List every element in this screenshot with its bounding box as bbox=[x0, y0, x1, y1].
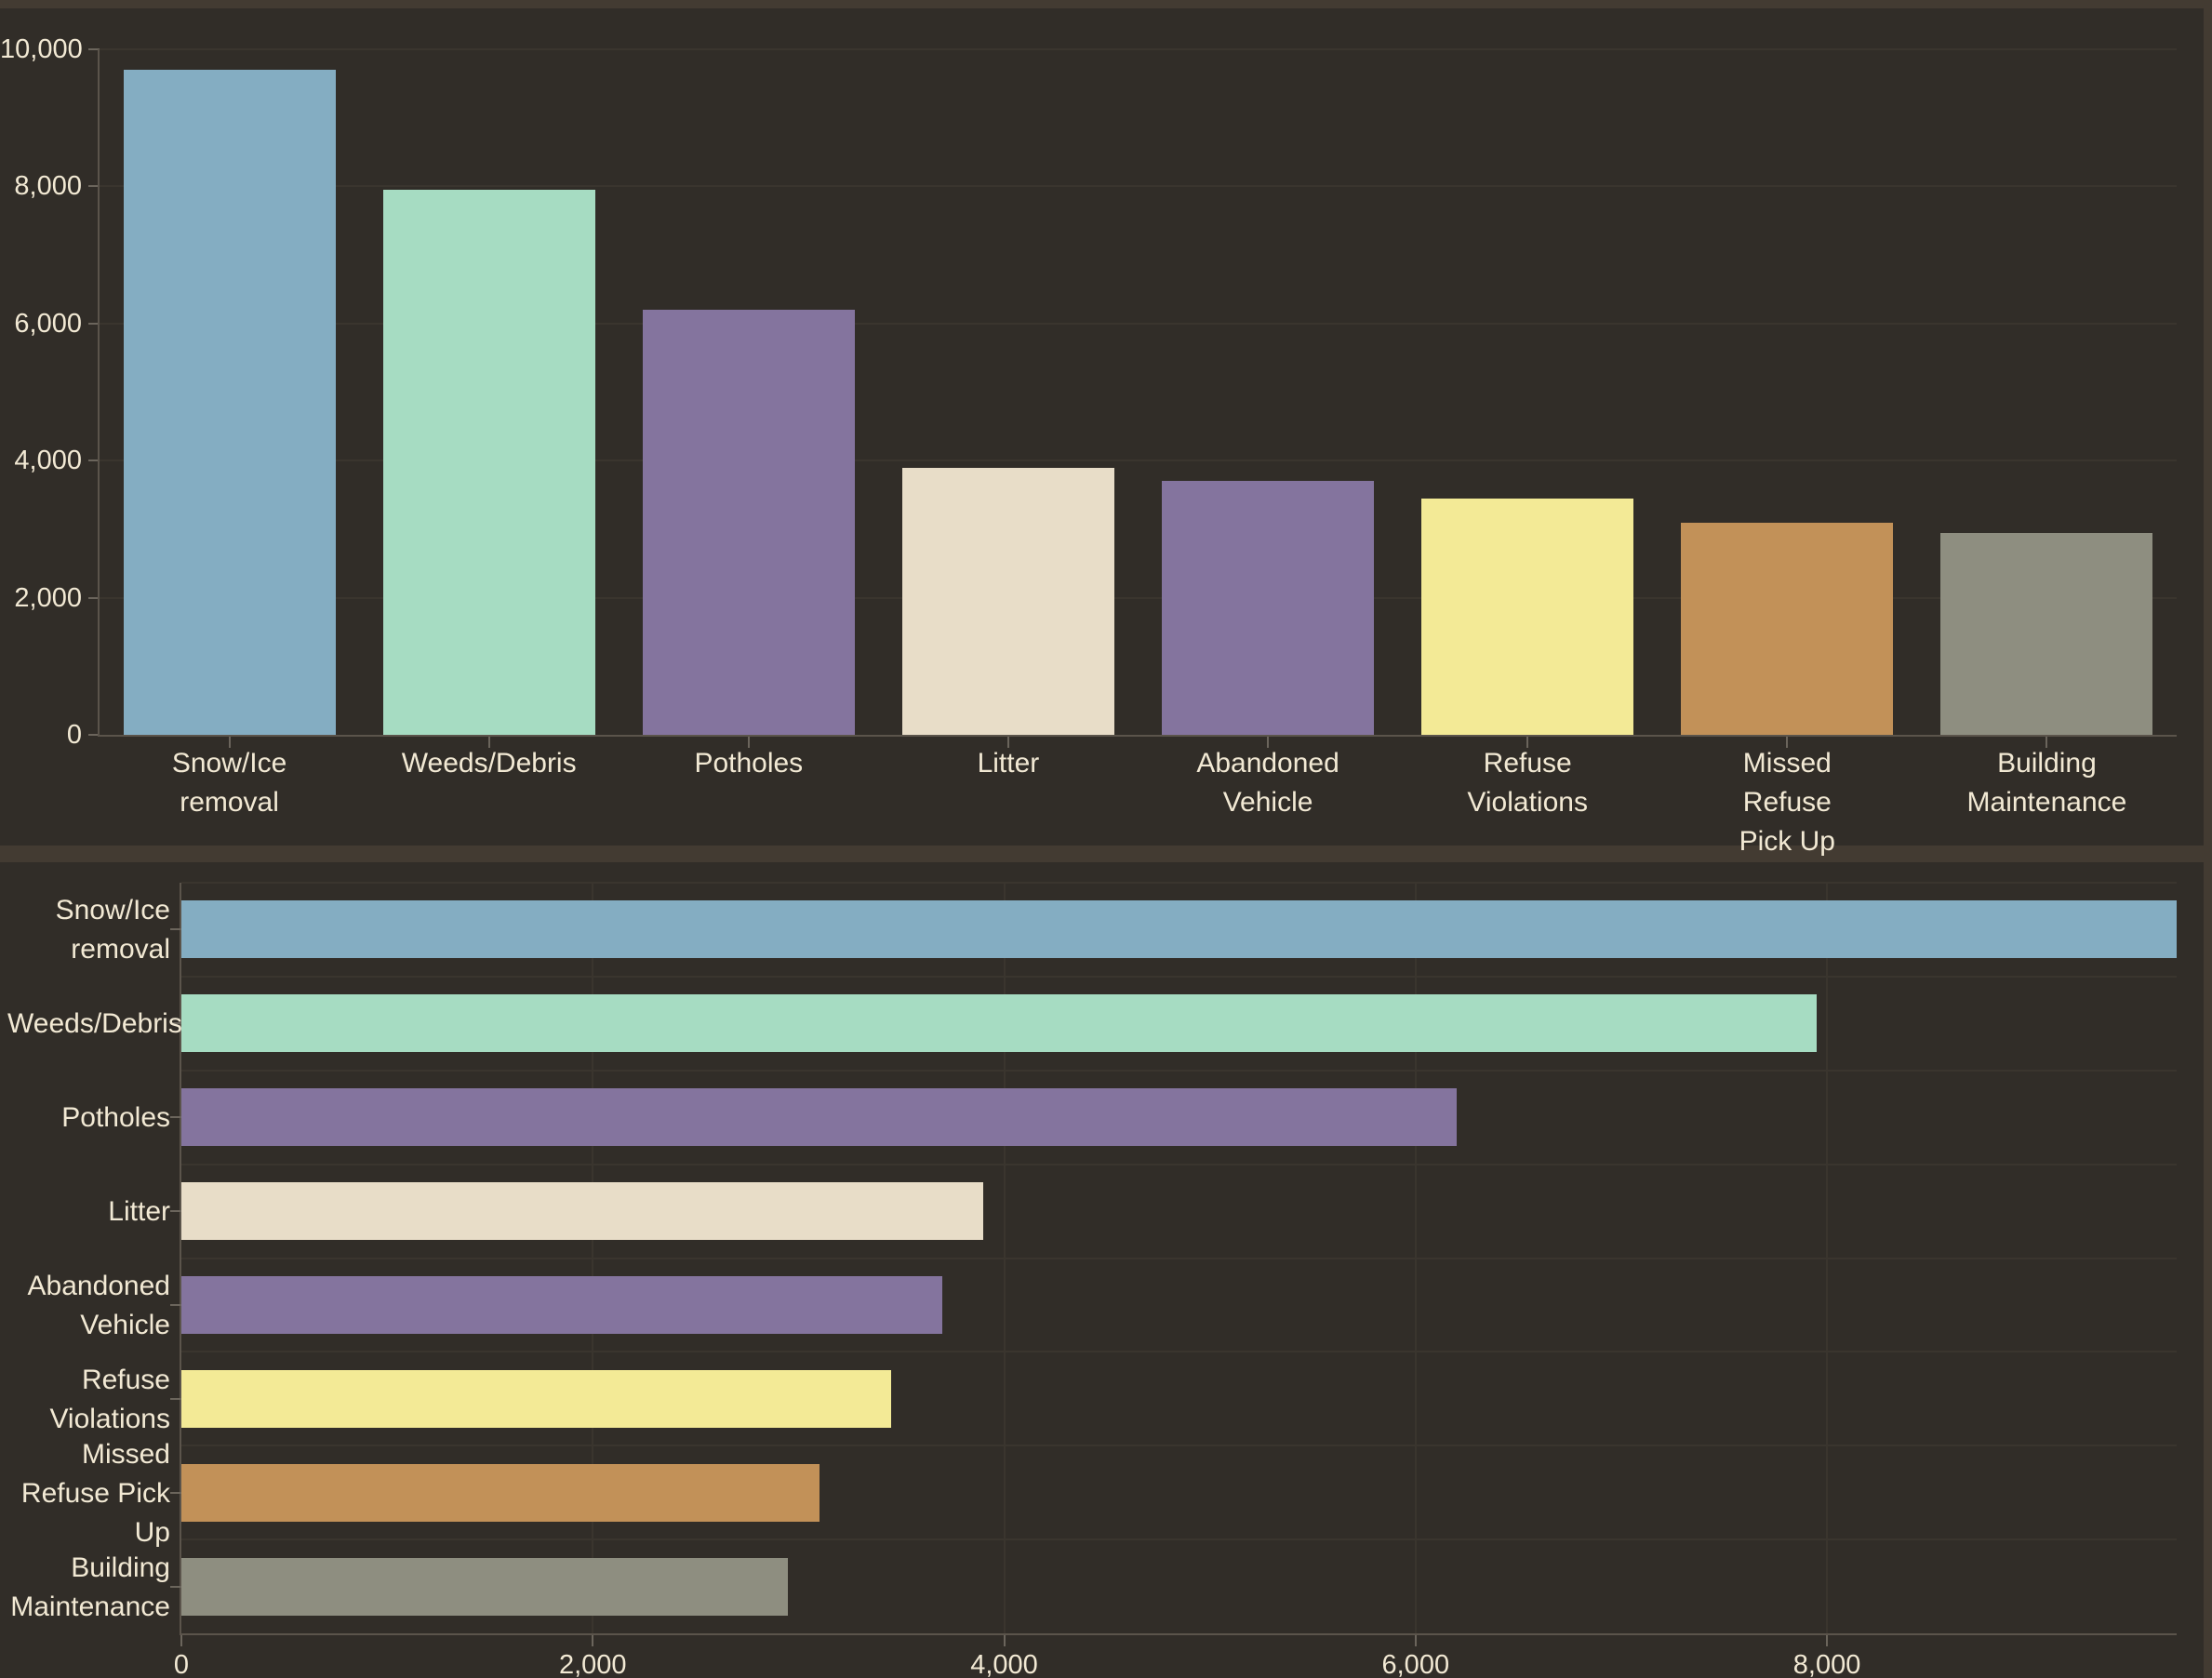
category-label-snow-ice-removal: Snow/Ice removal bbox=[171, 748, 287, 818]
x-category-tick-refuse-violations bbox=[1526, 737, 1529, 748]
bar-chart-y-axis-line bbox=[180, 883, 181, 1635]
y-tick-label-2-000: 2,000 bbox=[14, 582, 82, 613]
x-axis-tick-8-000 bbox=[1826, 1635, 1829, 1646]
category-label-weeds-debris: Weeds/Debris bbox=[401, 748, 577, 779]
row-bar-snow-ice-removal[interactable] bbox=[181, 900, 2177, 959]
gridline-v-4-000 bbox=[1003, 883, 1006, 1633]
category-label-potholes: Potholes bbox=[61, 1102, 170, 1134]
x-category-tick-potholes bbox=[747, 737, 750, 748]
row-gridline-3 bbox=[181, 1163, 2177, 1165]
panel-divider bbox=[0, 846, 2212, 862]
column-bar-refuse-violations[interactable] bbox=[1421, 498, 1634, 735]
x-category-tick-abandoned-vehicle bbox=[1267, 737, 1270, 748]
row-bar-missed-refuse-pick-up[interactable] bbox=[181, 1463, 820, 1522]
category-label-building-maintenance: Building Maintenance bbox=[1966, 748, 2127, 818]
column-bar-litter[interactable] bbox=[901, 467, 1114, 735]
panel-border-top bbox=[0, 0, 2212, 8]
column-bar-weeds-debris[interactable] bbox=[382, 190, 595, 735]
x-tick-label-4-000: 4,000 bbox=[970, 1650, 1038, 1678]
y-tick-label-10-000: 10,000 bbox=[0, 34, 83, 64]
y-category-tick-building-maintenance bbox=[170, 1585, 181, 1588]
row-gridline-7 bbox=[181, 1538, 2177, 1541]
category-label-abandoned-vehicle: Abandoned Vehicle bbox=[27, 1270, 171, 1340]
gridline-v-8-000 bbox=[1826, 883, 1829, 1633]
y-axis-tick-2-000 bbox=[88, 596, 100, 599]
x-category-tick-litter bbox=[1006, 737, 1009, 748]
category-label-missed-refuse-pick-up: Missed Refuse Pick Up bbox=[1739, 748, 1835, 857]
row-gridline-5 bbox=[181, 1351, 2177, 1353]
x-axis-tick-6-000 bbox=[1414, 1635, 1417, 1646]
column-bar-building-maintenance[interactable] bbox=[1940, 532, 2153, 735]
y-category-tick-litter bbox=[170, 1210, 181, 1213]
bar-chart-x-axis-line bbox=[181, 1633, 2177, 1635]
x-axis-tick-0 bbox=[180, 1635, 182, 1646]
y-category-tick-potholes bbox=[170, 1116, 181, 1119]
row-bar-building-maintenance[interactable] bbox=[181, 1557, 789, 1616]
y-axis-tick-0 bbox=[88, 734, 100, 736]
bar-chart-panel: 0 2,000 4,000 6,000 8,000 Snow/Ice removal Wee… bbox=[0, 862, 2204, 1678]
category-label-building-maintenance: Building Maintenance bbox=[10, 1551, 170, 1622]
column-bar-potholes[interactable] bbox=[642, 310, 855, 735]
row-gridline-2 bbox=[181, 1069, 2177, 1072]
category-label-snow-ice-removal: Snow/Ice removal bbox=[55, 895, 170, 966]
category-label-litter: Litter bbox=[108, 1196, 170, 1228]
row-bar-weeds-debris[interactable] bbox=[181, 994, 1817, 1053]
panel-border-right bbox=[2204, 0, 2212, 1678]
category-label-abandoned-vehicle: Abandoned Vehicle bbox=[1196, 748, 1339, 818]
x-tick-label-6-000: 6,000 bbox=[1381, 1650, 1450, 1678]
gridline-v-2-000 bbox=[592, 883, 594, 1633]
category-label-refuse-violations: Refuse Violations bbox=[49, 1364, 170, 1434]
column-bar-missed-refuse-pick-up[interactable] bbox=[1681, 522, 1894, 735]
y-axis-tick-8-000 bbox=[88, 185, 100, 188]
y-tick-label-6-000: 6,000 bbox=[14, 308, 82, 339]
row-gridline-1 bbox=[181, 975, 2177, 978]
y-category-tick-weeds-debris bbox=[170, 1022, 181, 1025]
gridline-v-6-000 bbox=[1414, 883, 1417, 1633]
x-category-tick-weeds-debris bbox=[487, 737, 490, 748]
category-label-potholes: Potholes bbox=[694, 748, 804, 779]
y-tick-label-0: 0 bbox=[66, 720, 82, 750]
category-label-litter: Litter bbox=[977, 748, 1040, 779]
x-category-tick-building-maintenance bbox=[2045, 737, 2048, 748]
gridline-h-10-000 bbox=[100, 48, 2177, 50]
row-gridline-4 bbox=[181, 1257, 2177, 1259]
row-bar-refuse-violations[interactable] bbox=[181, 1369, 891, 1428]
x-category-tick-snow-ice-removal bbox=[228, 737, 231, 748]
y-axis-tick-4-000 bbox=[88, 459, 100, 462]
column-chart-y-axis-line bbox=[98, 49, 100, 737]
y-category-tick-missed-refuse-pick-up bbox=[170, 1491, 181, 1494]
x-category-tick-missed-refuse-pick-up bbox=[1786, 737, 1789, 748]
x-axis-tick-4-000 bbox=[1003, 1635, 1006, 1646]
row-bar-abandoned-vehicle[interactable] bbox=[181, 1275, 943, 1334]
gridline-h-6-000 bbox=[100, 322, 2177, 325]
category-label-missed-refuse-pick-up: Missed Refuse Pick Up bbox=[20, 1438, 170, 1548]
column-chart-panel: 0 2,000 4,000 6,000 8,000 10,000 Snow/Ice remo… bbox=[0, 8, 2204, 857]
row-gridline-6 bbox=[181, 1445, 2177, 1447]
row-bar-potholes[interactable] bbox=[181, 1088, 1458, 1147]
x-tick-label-2-000: 2,000 bbox=[558, 1650, 627, 1678]
column-bar-snow-ice-removal[interactable] bbox=[123, 70, 336, 735]
x-tick-label-8-000: 8,000 bbox=[1792, 1650, 1861, 1678]
y-category-tick-refuse-violations bbox=[170, 1397, 181, 1400]
category-label-refuse-violations: Refuse Violations bbox=[1467, 748, 1588, 818]
x-axis-tick-2-000 bbox=[592, 1635, 594, 1646]
column-bar-abandoned-vehicle[interactable] bbox=[1162, 481, 1375, 735]
row-bar-litter[interactable] bbox=[181, 1182, 984, 1241]
y-axis-tick-10-000 bbox=[88, 48, 100, 50]
y-tick-label-4-000: 4,000 bbox=[14, 446, 82, 476]
gridline-h-4-000 bbox=[100, 459, 2177, 462]
row-gridline-0 bbox=[181, 882, 2177, 884]
gridline-h-2-000 bbox=[100, 596, 2177, 599]
y-category-tick-snow-ice-removal bbox=[170, 928, 181, 931]
column-chart-x-axis-line bbox=[100, 735, 2177, 737]
category-label-weeds-debris: Weeds/Debris bbox=[7, 1008, 182, 1040]
gridline-h-8-000 bbox=[100, 185, 2177, 188]
y-tick-label-8-000: 8,000 bbox=[14, 171, 82, 202]
x-tick-label-0: 0 bbox=[173, 1650, 190, 1678]
y-category-tick-abandoned-vehicle bbox=[170, 1303, 181, 1306]
y-axis-tick-6-000 bbox=[88, 322, 100, 325]
